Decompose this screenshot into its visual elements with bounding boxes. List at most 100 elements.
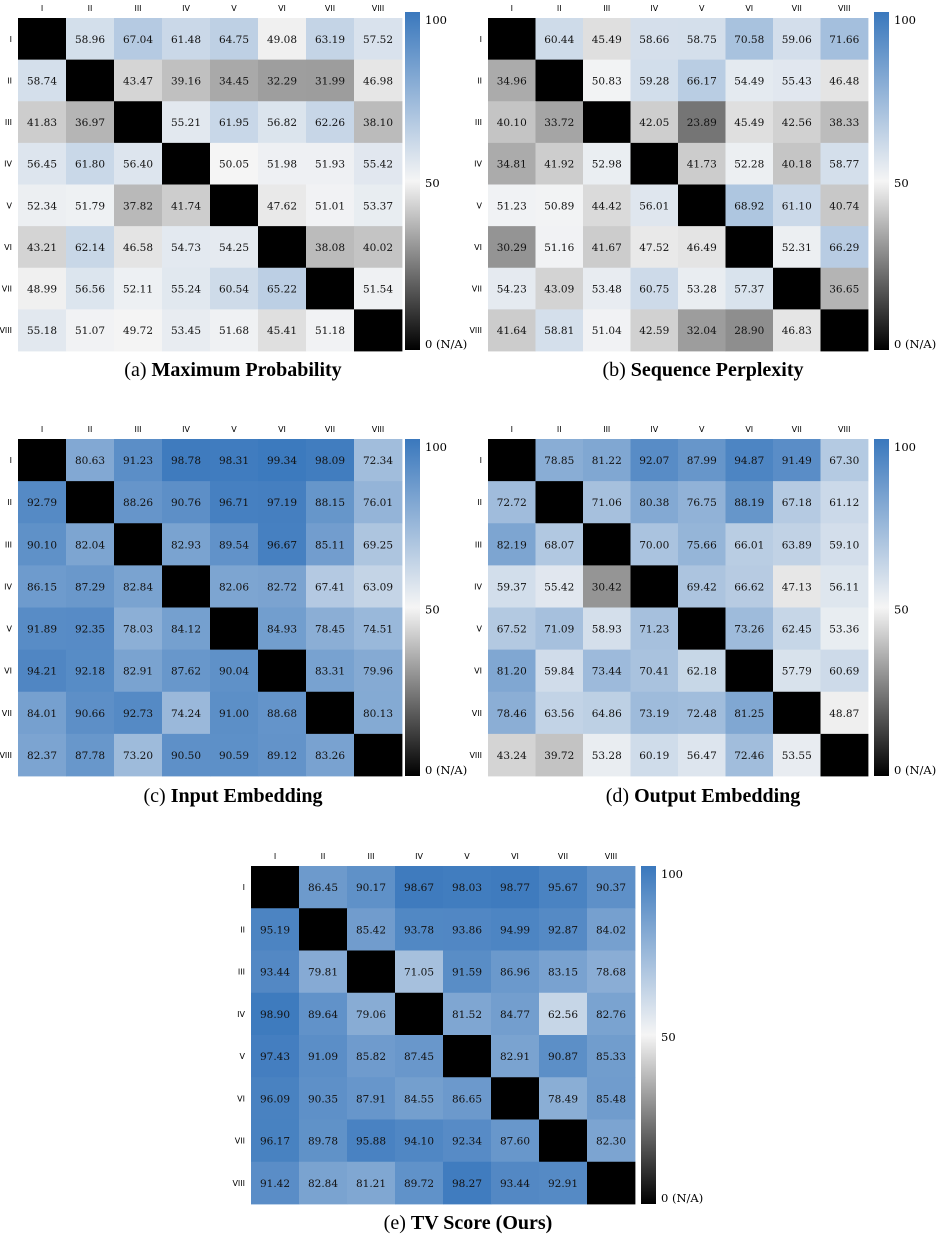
y-tick-label: II (477, 498, 482, 507)
cell-value-label: 97.19 (267, 497, 297, 509)
heatmap-cell (773, 18, 821, 61)
cell-value-label: 71.66 (829, 34, 859, 46)
heatmap-cell (66, 649, 115, 693)
heatmap-cell (162, 226, 211, 269)
cell-value-label: 30.42 (592, 581, 622, 593)
cell-value-label: 42.05 (639, 117, 669, 129)
cell-value-label: 92.07 (639, 455, 669, 467)
cell-value-label: 54.49 (734, 75, 764, 87)
heatmap-cell (347, 1077, 396, 1120)
y-tick-label: VI (4, 243, 12, 252)
cell-value-label: 89.64 (308, 1009, 338, 1021)
colorbar-mid-label: 50 (661, 1030, 676, 1044)
cell-value-label: 85.33 (596, 1051, 626, 1063)
heatmap-cell (587, 1035, 636, 1078)
x-tick-label: I (274, 852, 276, 861)
heatmap-cell (443, 950, 492, 994)
heatmap-cell (491, 950, 540, 994)
cell-value-label: 39.16 (171, 75, 201, 87)
cell-value-label: 82.30 (596, 1136, 626, 1148)
heatmap-cell (820, 523, 869, 566)
heatmap-cell (347, 1161, 396, 1205)
heatmap-cell (395, 866, 444, 909)
heatmap-cell (299, 992, 348, 1036)
x-tick-label: II (557, 4, 562, 13)
heatmap-cell (114, 226, 163, 269)
heatmap-cell (488, 59, 536, 102)
heatmap-cell (251, 950, 300, 994)
cell-value-label: 94.10 (404, 1136, 434, 1148)
cell-value-label: 78.45 (315, 624, 345, 636)
heatmap-cell (725, 142, 774, 185)
cell-value-label: 43.24 (497, 750, 527, 762)
cell-value-label: 41.92 (544, 159, 574, 171)
heatmap-cell (162, 523, 211, 566)
cell-value-label: 72.34 (363, 455, 393, 467)
colorbar: 100 50 0 (N/A) (874, 439, 936, 777)
heatmap-cell (539, 1077, 588, 1120)
heatmap-cell (18, 565, 67, 608)
heatmap-cell (299, 1035, 348, 1078)
cell-value-label: 73.20 (123, 750, 153, 762)
x-tick-label: VII (325, 425, 335, 434)
heatmap-cell (491, 866, 540, 909)
cell-value-label: 72.46 (734, 750, 764, 762)
cell-value-label: 58.93 (592, 624, 622, 636)
heatmap-cell (18, 481, 67, 524)
cell-value-label: 70.00 (639, 539, 669, 551)
heatmap-cell (773, 142, 821, 185)
heatmap-cell (299, 950, 348, 994)
heatmap-cell (678, 733, 726, 777)
cell-value-label: 73.44 (592, 666, 622, 678)
cell-value-label: 43.47 (123, 75, 153, 87)
heatmap-cell (488, 607, 536, 651)
heatmap-cell (251, 1119, 300, 1163)
heatmap-cell (306, 101, 355, 144)
cell-value-label: 87.60 (500, 1136, 530, 1148)
heatmap-cell-na (251, 866, 300, 909)
x-tick-label: III (603, 425, 610, 434)
x-tick-label: VIII (838, 4, 851, 13)
heatmap-cell (306, 439, 355, 482)
x-tick-label: VIII (372, 4, 385, 13)
cell-value-label: 40.18 (782, 159, 812, 171)
heatmap-cell (258, 523, 307, 566)
cell-value-label: 89.12 (267, 750, 297, 762)
heatmap-cell (66, 142, 115, 185)
cell-value-label: 86.45 (308, 882, 338, 894)
cell-value-label: 90.37 (596, 882, 626, 894)
y-tick-label: II (7, 76, 12, 85)
heatmap-cell (258, 481, 307, 524)
x-tick-label: I (41, 425, 43, 434)
heatmap-cell-na (725, 226, 774, 269)
heatmap-cell-na (258, 649, 307, 693)
heatmap-cell (583, 691, 631, 735)
cell-value-label: 93.44 (260, 967, 290, 979)
cell-value-label: 62.56 (548, 1009, 578, 1021)
heatmap-cell (114, 59, 163, 102)
colorbar-gradient (874, 439, 889, 776)
cell-value-label: 61.80 (75, 159, 105, 171)
cell-value-label: 98.27 (452, 1178, 482, 1190)
cell-value-label: 61.48 (171, 34, 201, 46)
heatmap-cell (162, 439, 211, 482)
heatmap-cell (306, 733, 355, 777)
cell-value-label: 49.08 (267, 34, 297, 46)
cell-value-label: 85.42 (356, 924, 386, 936)
heatmap-cell-na (587, 1161, 636, 1205)
heatmap-cell (354, 226, 403, 269)
cell-value-label: 34.45 (219, 75, 249, 87)
heatmap-cell (299, 1077, 348, 1120)
cell-value-label: 82.84 (123, 581, 153, 593)
x-tick-label: VII (792, 4, 802, 13)
heatmap-cell-na (306, 691, 355, 735)
cell-value-label: 79.81 (308, 967, 338, 979)
x-tick-label: II (88, 4, 93, 13)
heatmap-cell (258, 607, 307, 651)
colorbar-mid-label: 50 (425, 603, 440, 617)
heatmap-cell (820, 607, 869, 651)
heatmap-cell (258, 733, 307, 777)
cell-value-label: 59.37 (497, 581, 527, 593)
cell-value-label: 72.72 (497, 497, 527, 509)
heatmap-panel-4: I II III IV V VI VII VIIIIIIIIIIVVVIVIIVIII78.8… (469, 425, 936, 807)
